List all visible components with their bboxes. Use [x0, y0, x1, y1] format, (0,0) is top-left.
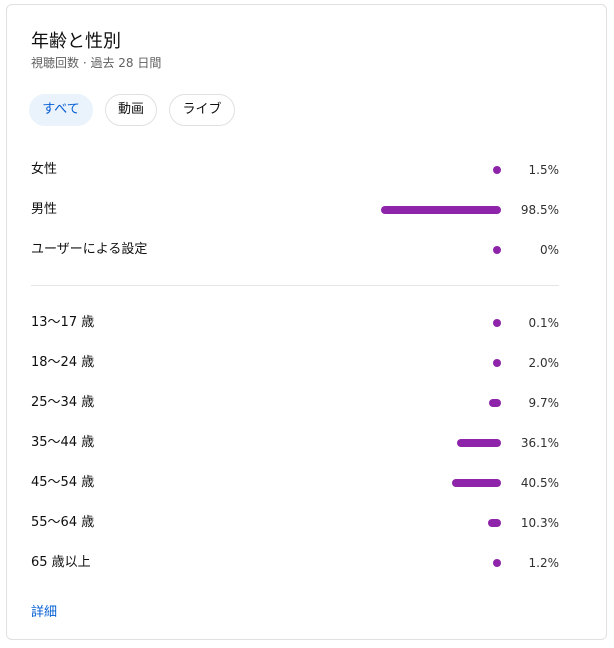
row-label: 35〜44 歳 — [31, 435, 95, 450]
row-bar — [381, 206, 501, 214]
row-value: 40.5% — [520, 476, 559, 490]
age-row-65-plus: 65 歳以上 1.2% — [7, 553, 606, 573]
section-divider — [31, 285, 559, 286]
gender-row-male: 男性 98.5% — [7, 200, 606, 220]
row-bar — [493, 319, 501, 327]
age-gender-card: 年齢と性別 視聴回数 · 過去 28 日間 すべて 動画 ライブ 女性 1.5%… — [6, 4, 607, 640]
age-row-55-64: 55〜64 歳 10.3% — [7, 513, 606, 533]
row-label: 女性 — [31, 162, 58, 177]
age-row-25-34: 25〜34 歳 9.7% — [7, 393, 606, 413]
row-label: 男性 — [31, 202, 58, 217]
row-bar — [493, 359, 501, 367]
row-value: 9.7% — [528, 396, 560, 410]
age-row-18-24: 18〜24 歳 2.0% — [7, 353, 606, 373]
row-label: 65 歳以上 — [31, 555, 91, 570]
age-row-45-54: 45〜54 歳 40.5% — [7, 473, 606, 493]
row-value: 0% — [539, 243, 559, 257]
row-value: 1.2% — [528, 556, 560, 570]
row-value: 98.5% — [520, 203, 559, 217]
filter-chip-videos[interactable]: 動画 — [105, 94, 157, 126]
row-label: 18〜24 歳 — [31, 355, 95, 370]
row-label: ユーザーによる設定 — [31, 242, 148, 257]
row-bar — [452, 479, 501, 487]
row-bar — [488, 519, 501, 527]
card-title: 年齢と性別 — [31, 31, 121, 52]
row-label: 25〜34 歳 — [31, 395, 95, 410]
filter-chip-live[interactable]: ライブ — [169, 94, 235, 126]
row-label: 13〜17 歳 — [31, 315, 95, 330]
row-bar — [493, 166, 501, 174]
details-link[interactable]: 詳細 — [31, 605, 58, 620]
age-row-13-17: 13〜17 歳 0.1% — [7, 313, 606, 333]
row-bar — [493, 559, 501, 567]
gender-row-female: 女性 1.5% — [7, 160, 606, 180]
row-value: 0.1% — [528, 316, 560, 330]
row-value: 10.3% — [520, 516, 559, 530]
row-bar — [493, 246, 501, 254]
card-subtitle: 視聴回数 · 過去 28 日間 — [31, 56, 162, 70]
gender-row-custom: ユーザーによる設定 0% — [7, 240, 606, 260]
age-row-35-44: 35〜44 歳 36.1% — [7, 433, 606, 453]
row-value: 2.0% — [528, 356, 560, 370]
row-value: 36.1% — [520, 436, 559, 450]
row-label: 45〜54 歳 — [31, 475, 95, 490]
row-bar — [489, 399, 501, 407]
row-label: 55〜64 歳 — [31, 515, 95, 530]
row-bar — [457, 439, 501, 447]
filter-chip-all[interactable]: すべて — [29, 94, 93, 126]
row-value: 1.5% — [528, 163, 560, 177]
